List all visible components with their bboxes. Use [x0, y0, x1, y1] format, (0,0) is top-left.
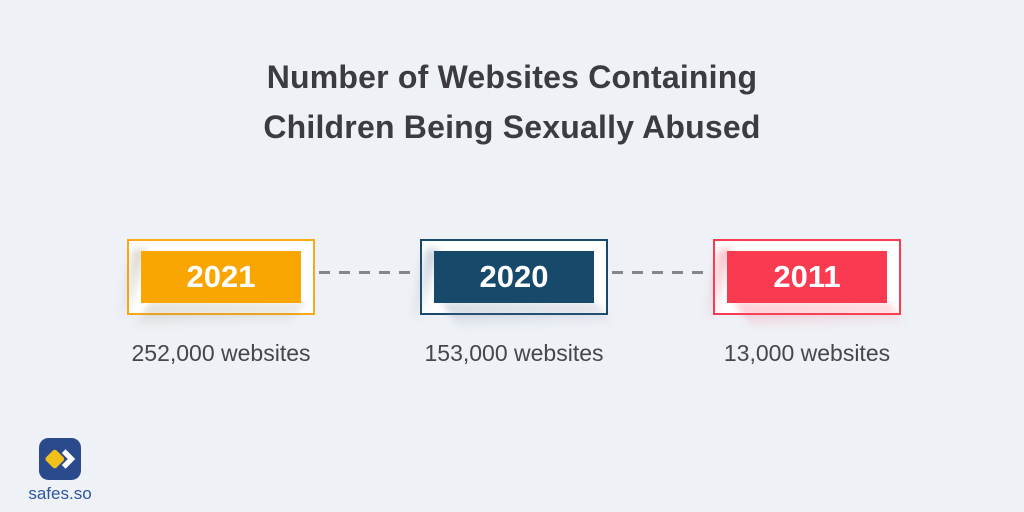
- dashed-connector: [612, 271, 709, 274]
- safes-logo-icon: [39, 438, 81, 480]
- timeline-card-2020: 2020 153,000 websites: [408, 239, 613, 366]
- year-label: 2011: [773, 259, 841, 294]
- logo-chevron-icon: [61, 449, 76, 469]
- page-title: Number of Websites Containing Children B…: [0, 52, 1024, 152]
- timeline-card-2021: 2021 252,000 websites: [115, 239, 315, 366]
- year-badge: 2021: [141, 251, 301, 303]
- logo-diamond-icon: [45, 449, 65, 469]
- count-label: 13,000 websites: [723, 340, 891, 366]
- year-label: 2021: [186, 259, 256, 294]
- timeline-card-2011: 2011 13,000 websites: [701, 239, 906, 366]
- brand-name: safes.so: [28, 484, 92, 503]
- card-shadow: [442, 303, 613, 327]
- count-label: 153,000 websites: [424, 340, 604, 366]
- year-card-frame: 2020: [408, 239, 613, 333]
- dashed-connector: [319, 271, 416, 274]
- year-card-frame: 2021: [115, 239, 315, 333]
- title-line-2: Children Being Sexually Abused: [263, 109, 761, 145]
- brand-block: safes.so: [14, 438, 106, 504]
- card-shadow: [134, 303, 305, 327]
- year-badge: 2020: [434, 251, 594, 303]
- card-shadow: [735, 303, 906, 327]
- title-line-1: Number of Websites Containing: [266, 59, 758, 95]
- year-card-frame: 2011: [701, 239, 906, 333]
- year-badge: 2011: [727, 251, 887, 303]
- count-label: 252,000 websites: [131, 340, 311, 366]
- year-label: 2020: [479, 259, 549, 294]
